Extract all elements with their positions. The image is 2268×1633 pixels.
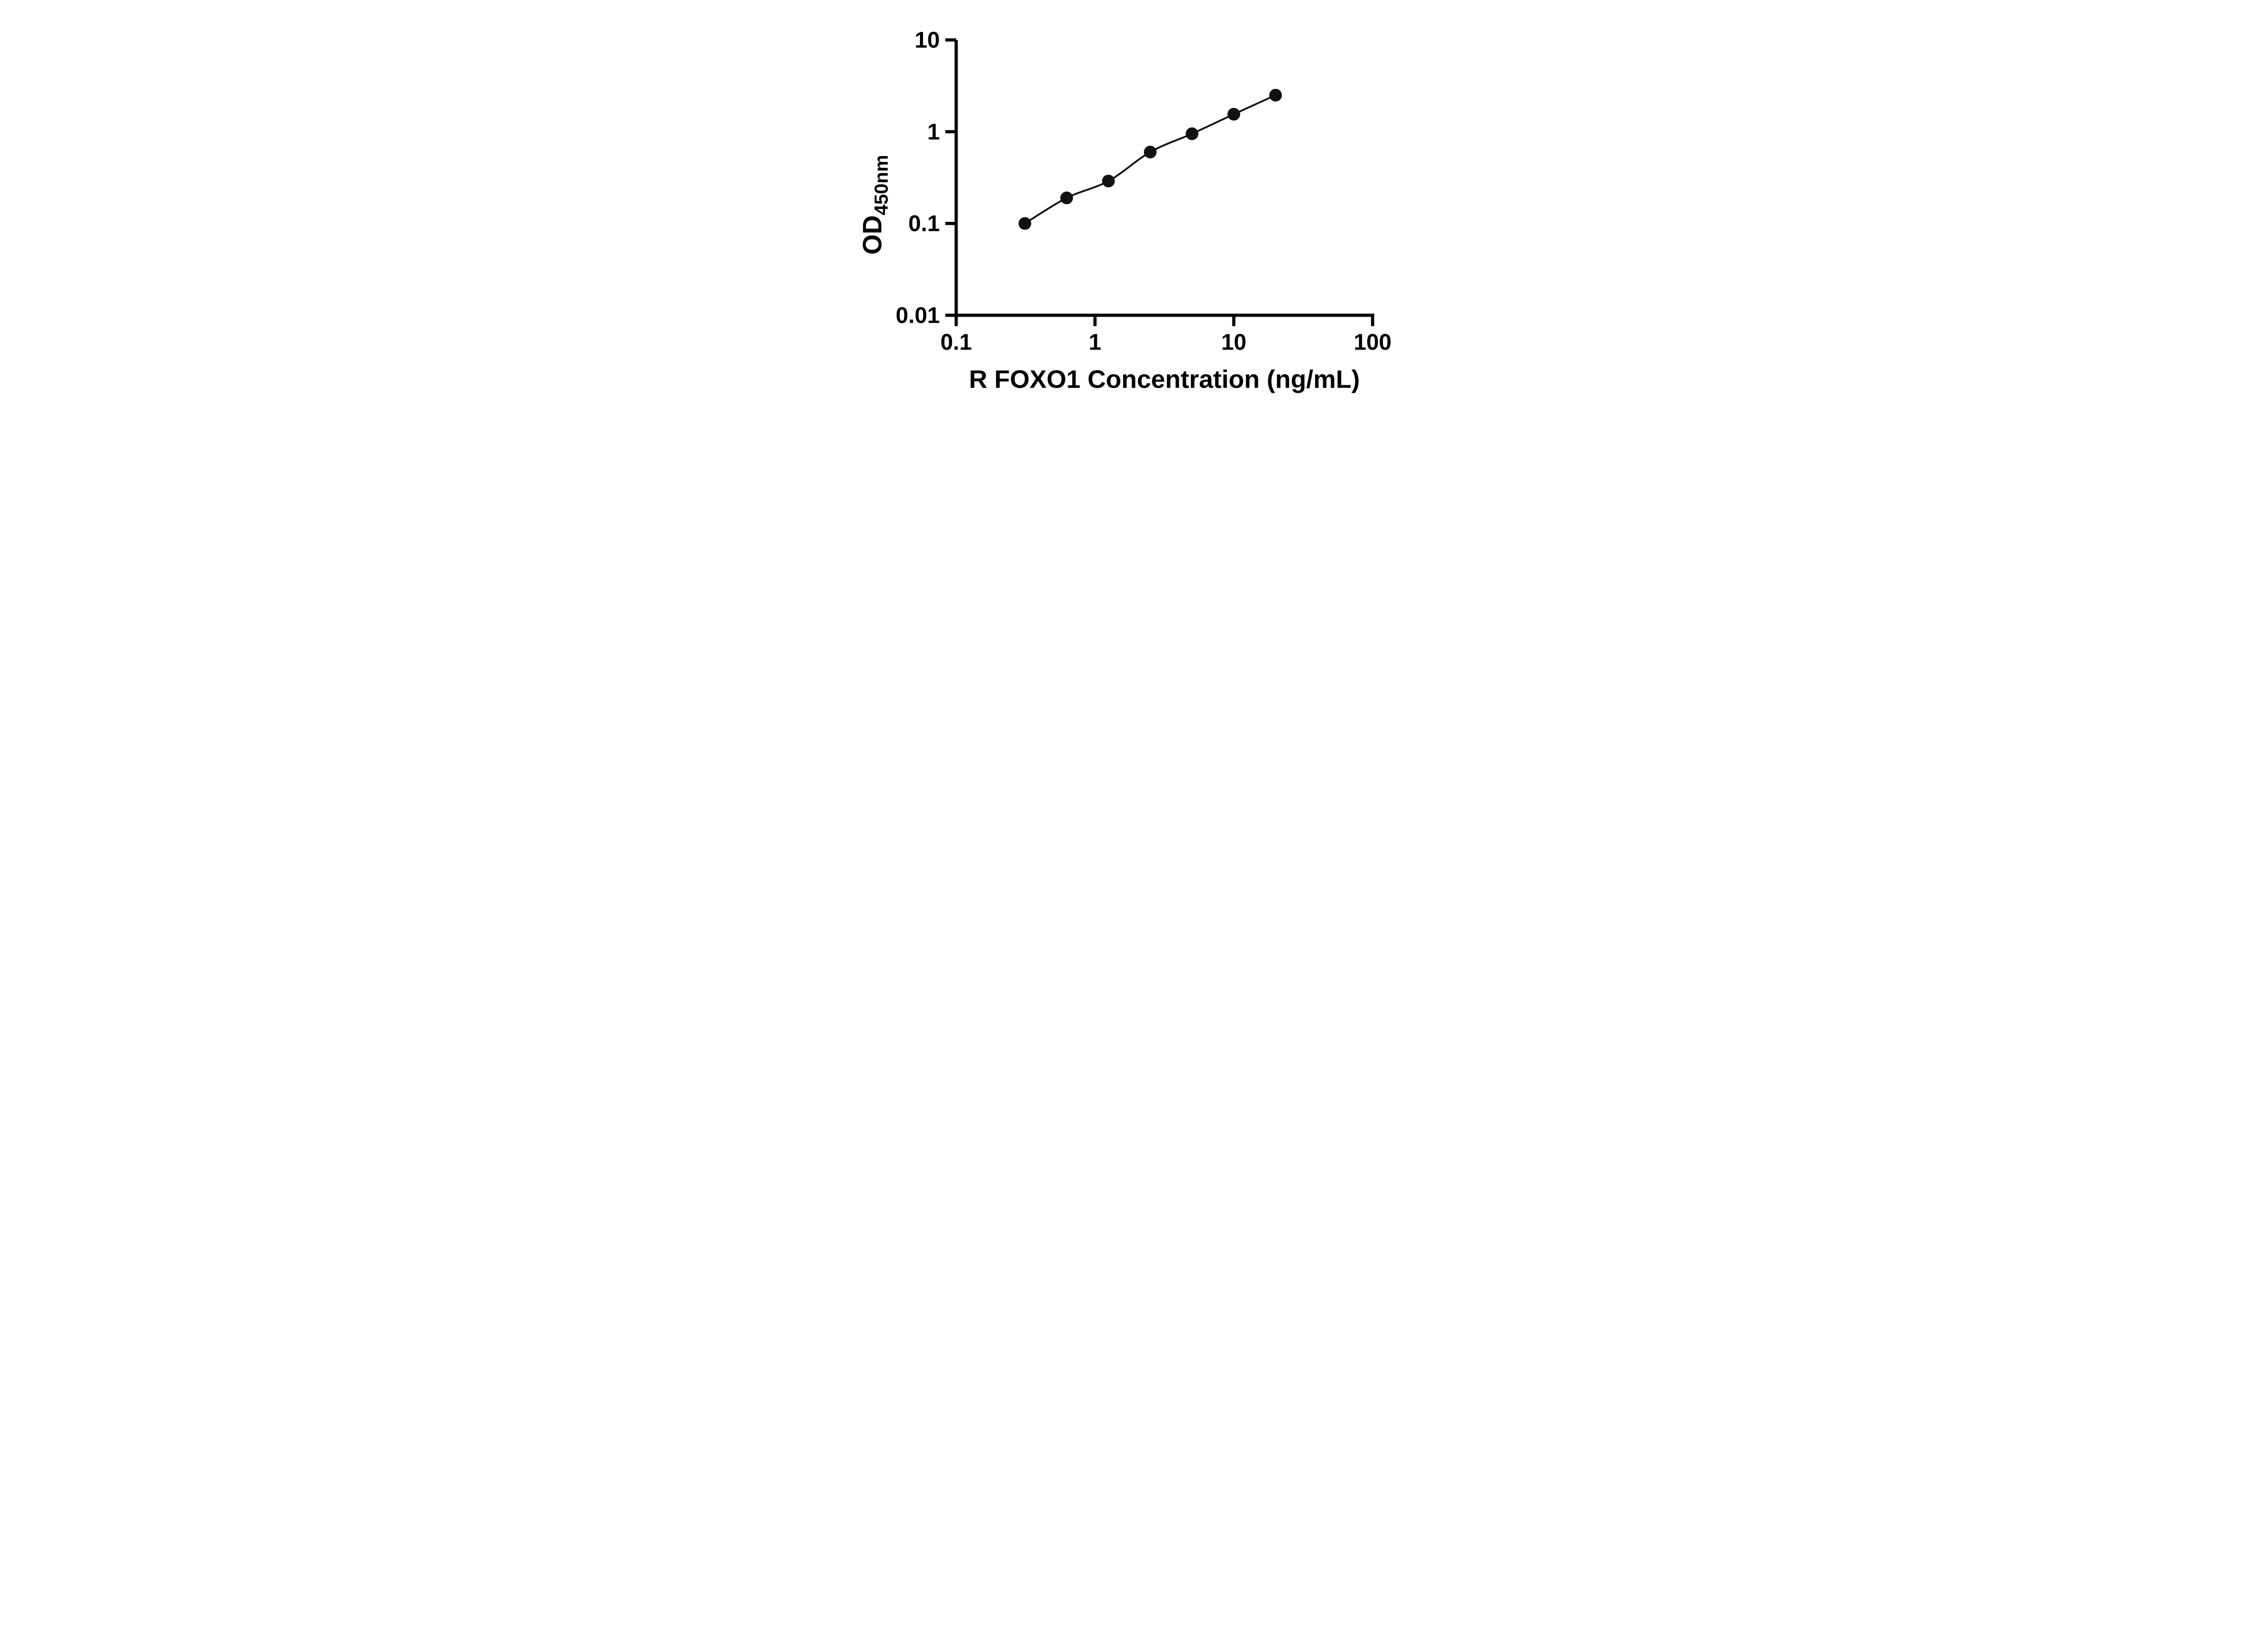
y-tick-label: 0.01 — [895, 303, 939, 328]
elisa-standard-curve-figure: 0.1 1 10 100 0.01 0.1 1 10 R FOXO1 Concentration… — [842, 0, 1426, 408]
y-axis-title-subscript: 450nm — [870, 155, 892, 215]
y-tick-label: 10 — [914, 27, 940, 53]
data-point-marker — [1185, 127, 1198, 140]
y-tick-label: 0.1 — [908, 211, 940, 236]
data-point-marker — [1018, 217, 1031, 230]
y-axis-title-main: OD — [858, 215, 887, 255]
data-point-marker — [1269, 88, 1282, 102]
data-point-marker — [1060, 191, 1073, 205]
x-tick-label: 100 — [1354, 329, 1391, 355]
y-axis-title: OD450nm — [858, 155, 892, 254]
x-axis-title: R FOXO1 Concentration (ng/mL) — [969, 365, 1360, 393]
data-point-marker — [1227, 108, 1240, 121]
x-tick-label: 1 — [1089, 329, 1101, 355]
y-tick-label: 1 — [927, 119, 940, 144]
data-point-marker — [1102, 175, 1115, 188]
x-tick-label: 0.1 — [940, 329, 972, 355]
x-tick-label: 10 — [1221, 329, 1246, 355]
data-point-marker — [1144, 146, 1157, 159]
